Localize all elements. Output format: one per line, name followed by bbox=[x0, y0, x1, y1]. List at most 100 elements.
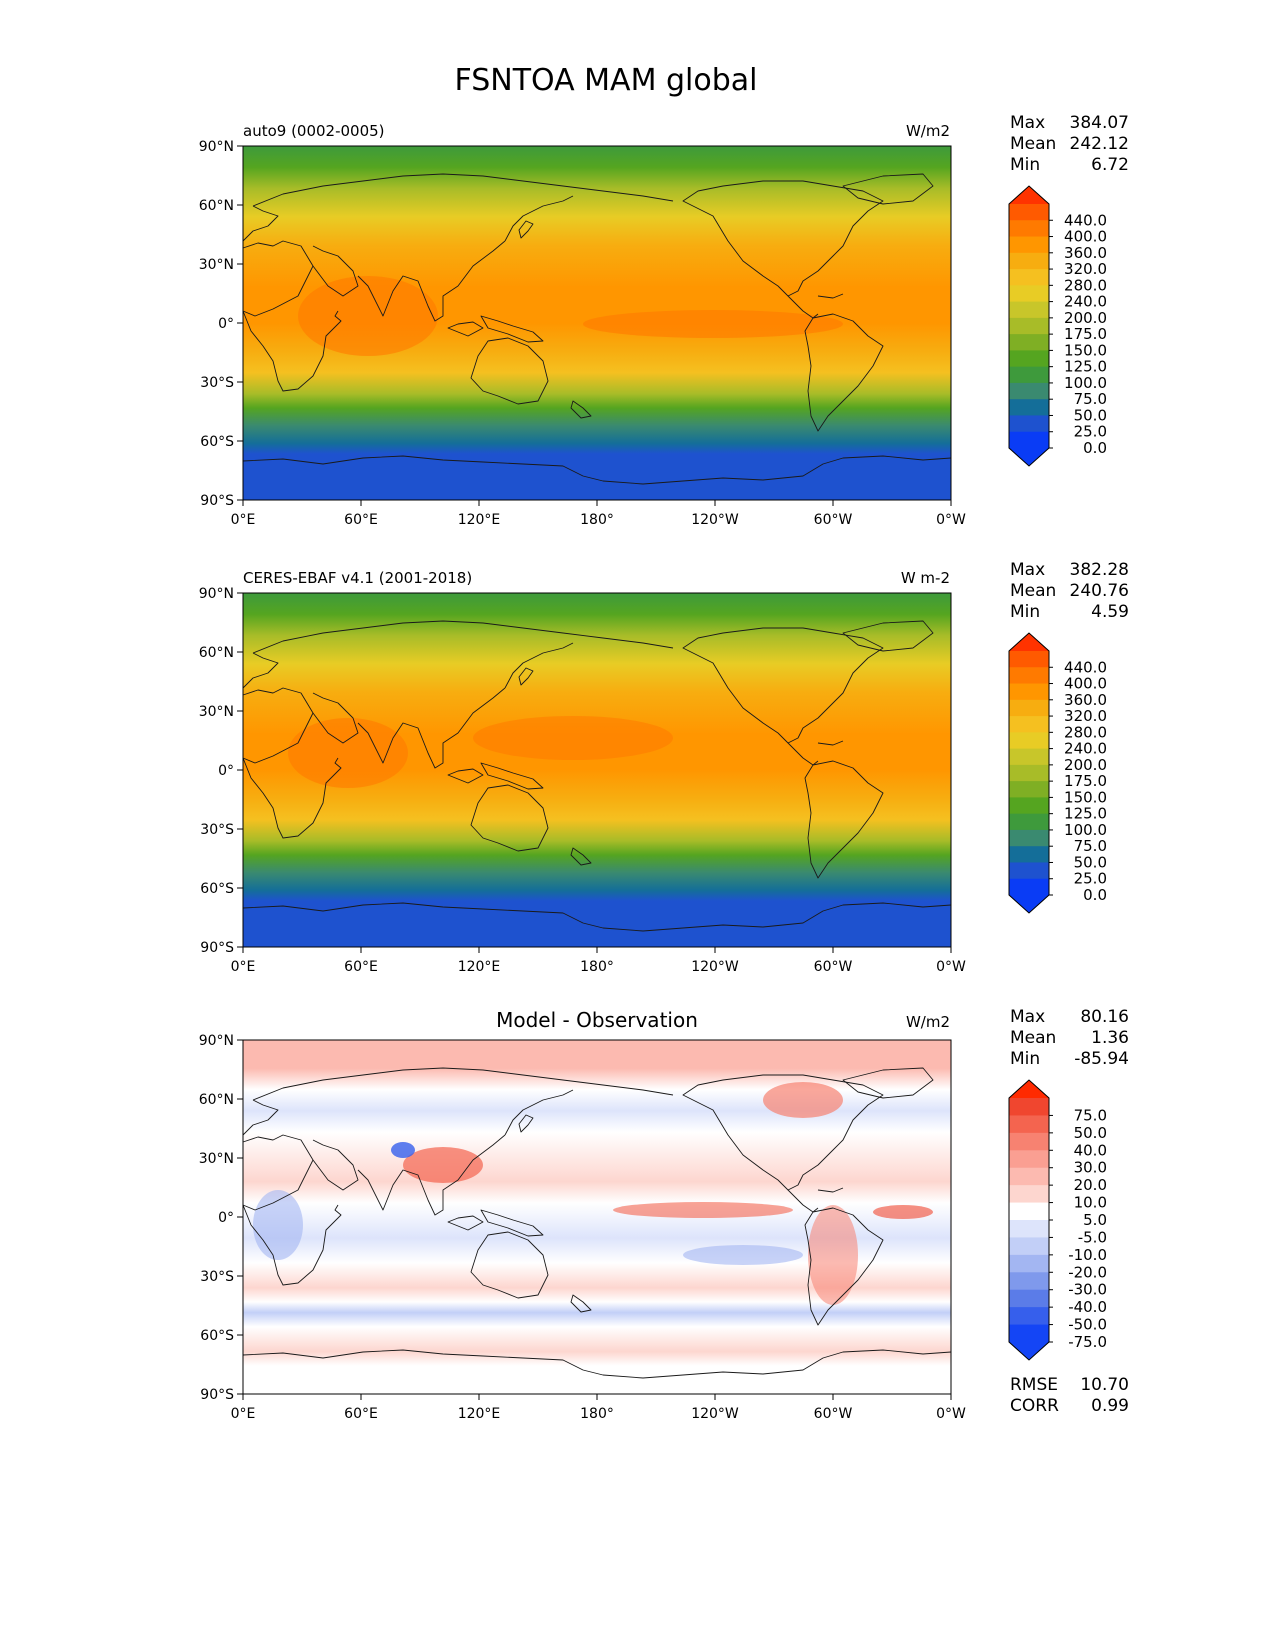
colorbar-segment bbox=[1009, 651, 1049, 668]
colorbar-segment bbox=[1009, 204, 1049, 221]
panel-center-title: Model - Observation bbox=[496, 1008, 698, 1032]
lat-tick-label: 30°S bbox=[200, 822, 234, 838]
colorbar-tick-label: 240.0 bbox=[1064, 740, 1107, 758]
colorbar-tick-label: 360.0 bbox=[1064, 691, 1107, 709]
colorbar-segment bbox=[1009, 1098, 1049, 1116]
colorbar-segment bbox=[1009, 781, 1049, 798]
colorbar-tick-label: 175.0 bbox=[1064, 772, 1107, 790]
stat-max-value: 382.28 bbox=[1070, 560, 1129, 580]
colorbar-extend-min bbox=[1009, 1342, 1049, 1360]
colorbar-tick-label: 0.0 bbox=[1083, 886, 1107, 904]
colorbar-tick-label: 100.0 bbox=[1064, 374, 1107, 392]
colorbar-segment bbox=[1009, 846, 1049, 863]
lon-tick-label: 180° bbox=[580, 512, 614, 528]
stat-min-value: -85.94 bbox=[1074, 1049, 1129, 1069]
colorbar-segment bbox=[1009, 252, 1049, 270]
stat-max-value: 80.16 bbox=[1080, 1007, 1129, 1027]
colorbar-segment bbox=[1009, 862, 1049, 880]
lon-tick-label: 180° bbox=[580, 959, 614, 975]
colorbar-tick-label: 10.0 bbox=[1074, 1194, 1107, 1212]
field-anomaly bbox=[683, 1245, 803, 1265]
lat-tick-label: 90°S bbox=[200, 1387, 234, 1403]
colorbar-segment bbox=[1009, 1289, 1049, 1308]
panel-units: W/m2 bbox=[906, 122, 950, 140]
rmse-label: RMSE bbox=[1010, 1375, 1058, 1395]
lon-axis: 0°E 60°E 120°E 180° 120°W 60°W 0°W bbox=[231, 500, 966, 528]
stat-min-label: Min bbox=[1010, 1049, 1040, 1069]
lon-tick-label: 120°W bbox=[691, 959, 739, 975]
figure-title: FSNTOA MAM global bbox=[454, 63, 757, 98]
stat-max-value: 384.07 bbox=[1070, 113, 1129, 133]
colorbar-tick-label: 30.0 bbox=[1074, 1159, 1107, 1177]
field-anomaly bbox=[403, 1147, 483, 1183]
lon-tick-label: 60°W bbox=[814, 512, 853, 528]
lon-tick-label: 60°E bbox=[344, 1406, 378, 1422]
stat-mean-label: Mean bbox=[1010, 581, 1056, 601]
colorbar-tick-label: 150.0 bbox=[1064, 788, 1107, 806]
lon-tick-label: 60°E bbox=[344, 959, 378, 975]
colorbar-segment bbox=[1009, 382, 1049, 400]
lat-tick-label: 30°S bbox=[200, 375, 234, 391]
colorbar-segment bbox=[1009, 415, 1049, 433]
colorbar-extend-max bbox=[1009, 633, 1049, 651]
lon-tick-label: 120°E bbox=[458, 1406, 501, 1422]
colorbar-tick-label: 320.0 bbox=[1064, 707, 1107, 725]
colorbar-segment bbox=[1009, 1237, 1049, 1256]
panel-units: W m-2 bbox=[901, 569, 950, 587]
stat-mean-label: Mean bbox=[1010, 134, 1056, 154]
lat-tick-label: 90°S bbox=[200, 493, 234, 509]
lat-tick-label: 90°S bbox=[200, 940, 234, 956]
colorbar-extend-min bbox=[1009, 895, 1049, 913]
lon-tick-label: 0°W bbox=[936, 1406, 966, 1422]
colorbar-tick-label: -10.0 bbox=[1068, 1246, 1107, 1264]
stat-mean-label: Mean bbox=[1010, 1028, 1056, 1048]
colorbar-segment bbox=[1009, 829, 1049, 847]
field-anomaly bbox=[763, 1082, 843, 1118]
colorbar-segment bbox=[1009, 813, 1049, 831]
lat-tick-label: 30°N bbox=[199, 1151, 234, 1167]
colorbar-tick-label: 50.0 bbox=[1074, 1124, 1107, 1142]
lat-tick-label: 90°N bbox=[199, 139, 234, 155]
colorbar-tick-label: 5.0 bbox=[1083, 1211, 1107, 1229]
colorbar-tick-label: 75.0 bbox=[1074, 837, 1107, 855]
stats-block: Max 384.07 Mean 242.12 Min 6.72 bbox=[1010, 113, 1129, 175]
colorbar-tick-label: 175.0 bbox=[1064, 325, 1107, 343]
colorbar-tick-label: -30.0 bbox=[1068, 1281, 1107, 1299]
colorbar-extend-max bbox=[1009, 1080, 1049, 1098]
field-anomaly bbox=[613, 1202, 793, 1218]
colorbar-tick-label: 125.0 bbox=[1064, 358, 1107, 376]
colorbar-tick-label: 20.0 bbox=[1074, 1176, 1107, 1194]
colorbar-segment bbox=[1009, 1220, 1049, 1238]
lat-tick-label: 60°S bbox=[200, 1328, 234, 1344]
panel-model: auto9 (0002-0005) W/m2 90°N 60°N 30°N 0° 30°… bbox=[199, 113, 1129, 528]
colorbar-segment bbox=[1009, 1307, 1049, 1326]
colorbar: 440.0400.0360.0320.0280.0240.0200.0175.0… bbox=[1008, 185, 1107, 467]
colorbar-segment bbox=[1009, 748, 1049, 766]
colorbar-tick-label: 200.0 bbox=[1064, 309, 1107, 327]
field-highlight bbox=[473, 716, 673, 760]
stats-block: Max 80.16 Mean 1.36 Min -85.94 bbox=[1010, 1007, 1129, 1069]
colorbar-segment bbox=[1009, 699, 1049, 717]
lon-tick-label: 0°W bbox=[936, 959, 966, 975]
colorbar-tick-label: 240.0 bbox=[1064, 293, 1107, 311]
lat-tick-label: 60°N bbox=[199, 1092, 234, 1108]
lon-tick-label: 60°E bbox=[344, 512, 378, 528]
colorbar-tick-label: 0.0 bbox=[1083, 439, 1107, 457]
stat-mean-value: 242.12 bbox=[1070, 134, 1129, 154]
colorbar-tick-label: 100.0 bbox=[1064, 821, 1107, 839]
colorbar-segment bbox=[1009, 1115, 1049, 1134]
colorbar-segment bbox=[1009, 732, 1049, 750]
lat-tick-label: 60°N bbox=[199, 645, 234, 661]
lat-tick-label: 60°S bbox=[200, 881, 234, 897]
colorbar-segment bbox=[1009, 667, 1049, 685]
colorbar-tick-label: 25.0 bbox=[1074, 423, 1107, 441]
stat-min-value: 4.59 bbox=[1091, 602, 1129, 622]
colorbar-segment bbox=[1009, 350, 1049, 368]
panel-observation: CERES-EBAF v4.1 (2001-2018) W m-2 90°N 60… bbox=[199, 560, 1129, 975]
colorbar-tick-label: 25.0 bbox=[1074, 870, 1107, 888]
field-highlight bbox=[583, 310, 843, 338]
colorbar-tick-label: 360.0 bbox=[1064, 244, 1107, 262]
lat-tick-label: 30°S bbox=[200, 1269, 234, 1285]
lon-axis: 0°E 60°E 120°E 180° 120°W 60°W 0°W bbox=[231, 947, 966, 975]
colorbar-segment bbox=[1009, 431, 1049, 449]
